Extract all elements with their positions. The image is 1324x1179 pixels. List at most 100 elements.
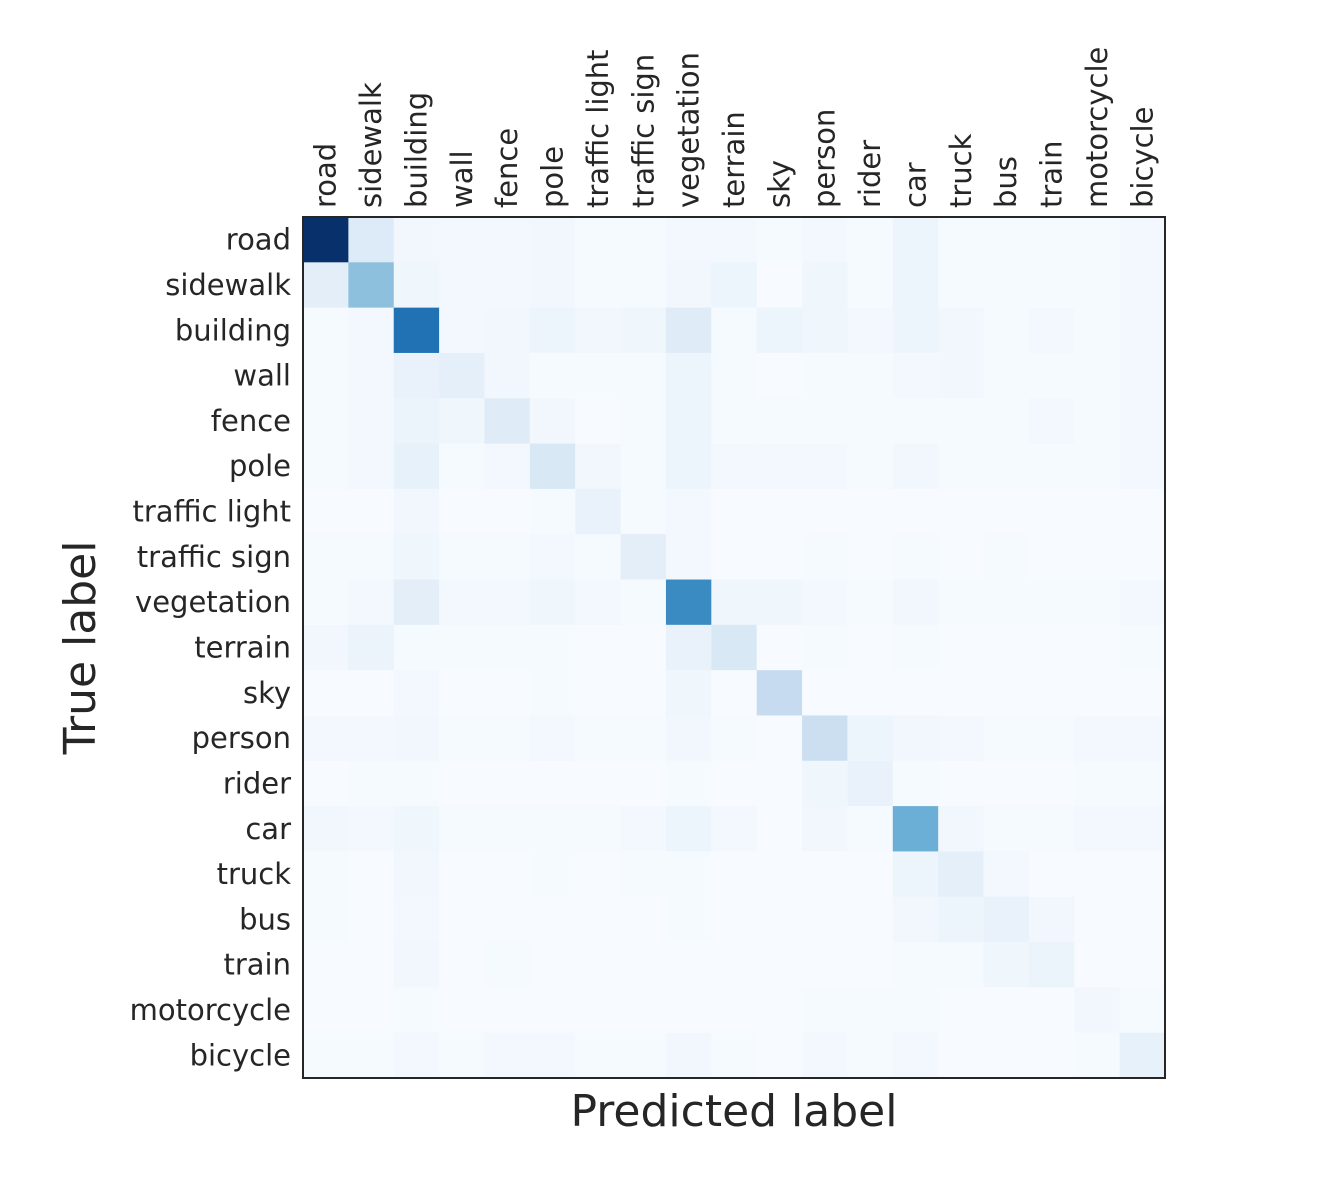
- heatmap-cell: [1028, 579, 1075, 626]
- heatmap-cell: [1074, 760, 1121, 807]
- heatmap-cell: [620, 307, 667, 354]
- heatmap-cell: [1119, 896, 1166, 943]
- heatmap-cell: [620, 579, 667, 626]
- x-tick-label: pole: [536, 146, 570, 208]
- heatmap-cell: [1074, 851, 1121, 898]
- heatmap-cell: [802, 217, 849, 263]
- heatmap-cell: [892, 352, 939, 399]
- heatmap-cell: [620, 1032, 667, 1079]
- heatmap-cell: [303, 715, 349, 762]
- heatmap-cell: [711, 896, 758, 943]
- heatmap-cell: [711, 488, 758, 535]
- heatmap-cell: [529, 534, 576, 581]
- y-axis-label: True label: [55, 541, 106, 756]
- heatmap-cell: [938, 987, 985, 1034]
- heatmap-cell: [393, 896, 440, 943]
- heatmap-cell: [529, 307, 576, 354]
- heatmap-cell: [847, 1032, 894, 1079]
- heatmap-cell: [711, 715, 758, 762]
- heatmap-cell: [665, 352, 712, 399]
- heatmap-cell: [756, 398, 803, 445]
- heatmap-cell: [529, 851, 576, 898]
- heatmap-cell: [484, 624, 531, 671]
- heatmap-cell: [575, 307, 622, 354]
- heatmap-cell: [620, 760, 667, 807]
- heatmap-cell: [1074, 942, 1121, 988]
- heatmap-cell: [847, 715, 894, 762]
- heatmap-cell: [620, 670, 667, 717]
- heatmap-cell: [303, 942, 349, 988]
- heatmap-cell: [802, 987, 849, 1034]
- heatmap-cell: [529, 942, 576, 988]
- heatmap-cell: [348, 352, 395, 399]
- heatmap-cell: [348, 806, 395, 853]
- heatmap-cell: [1074, 443, 1121, 490]
- heatmap-cell: [1074, 262, 1121, 309]
- heatmap-cell: [1119, 715, 1166, 762]
- heatmap-cell: [756, 352, 803, 399]
- heatmap-cell: [938, 217, 985, 263]
- heatmap-cell: [348, 942, 395, 988]
- heatmap-cell: [847, 942, 894, 988]
- heatmap-cell: [665, 715, 712, 762]
- heatmap-cell: [665, 217, 712, 263]
- heatmap-cell: [665, 443, 712, 490]
- heatmap-cell: [847, 579, 894, 626]
- heatmap-cell: [348, 851, 395, 898]
- heatmap-cell: [892, 579, 939, 626]
- heatmap-cell: [802, 851, 849, 898]
- heatmap-cell: [303, 760, 349, 807]
- y-tick-label: vegetation: [135, 585, 291, 619]
- heatmap-cell: [484, 488, 531, 535]
- heatmap-cell: [983, 942, 1030, 988]
- y-tick-label: rider: [223, 766, 291, 800]
- heatmap-cell: [1028, 760, 1075, 807]
- heatmap-cell: [802, 1032, 849, 1079]
- heatmap-cell: [938, 1032, 985, 1079]
- x-tick-label: vegetation: [672, 52, 706, 208]
- heatmap-cell: [756, 534, 803, 581]
- heatmap-cell: [303, 670, 349, 717]
- heatmap-cell: [393, 262, 440, 309]
- heatmap-cell: [1119, 1032, 1166, 1079]
- x-tick-label: bus: [989, 156, 1023, 208]
- heatmap-cell: [892, 942, 939, 988]
- heatmap-cell: [847, 760, 894, 807]
- heatmap-cell: [575, 987, 622, 1034]
- y-tick-label: pole: [229, 449, 291, 483]
- heatmap-cell: [439, 262, 486, 309]
- heatmap-cell: [756, 262, 803, 309]
- heatmap-cell: [1028, 670, 1075, 717]
- heatmap-cell: [1028, 851, 1075, 898]
- heatmap-cell: [847, 217, 894, 263]
- heatmap-cell: [847, 624, 894, 671]
- heatmap-cell: [348, 715, 395, 762]
- heatmap-cell: [620, 942, 667, 988]
- heatmap-cell: [665, 579, 712, 626]
- y-tick-label: traffic light: [132, 495, 291, 529]
- heatmap-cell: [1074, 217, 1121, 263]
- heatmap-cell: [529, 1032, 576, 1079]
- x-tick-label: traffic sign: [626, 54, 660, 208]
- heatmap-cell: [303, 579, 349, 626]
- heatmap-cell: [620, 262, 667, 309]
- x-tick-label: terrain: [717, 111, 751, 208]
- heatmap-cell: [938, 352, 985, 399]
- heatmap-cell: [711, 851, 758, 898]
- heatmap-cell: [348, 624, 395, 671]
- heatmap-cell: [802, 262, 849, 309]
- heatmap-cell: [756, 896, 803, 943]
- heatmap-cell: [1028, 217, 1075, 263]
- heatmap-cell: [529, 987, 576, 1034]
- heatmap-cell: [1119, 443, 1166, 490]
- heatmap-cell: [1119, 760, 1166, 807]
- heatmap-cell: [711, 217, 758, 263]
- heatmap-cell: [575, 896, 622, 943]
- y-tick-label: bus: [239, 902, 291, 936]
- heatmap-cell: [1119, 987, 1166, 1034]
- heatmap-cell: [938, 262, 985, 309]
- heatmap-cell: [665, 851, 712, 898]
- heatmap-cell: [303, 217, 349, 263]
